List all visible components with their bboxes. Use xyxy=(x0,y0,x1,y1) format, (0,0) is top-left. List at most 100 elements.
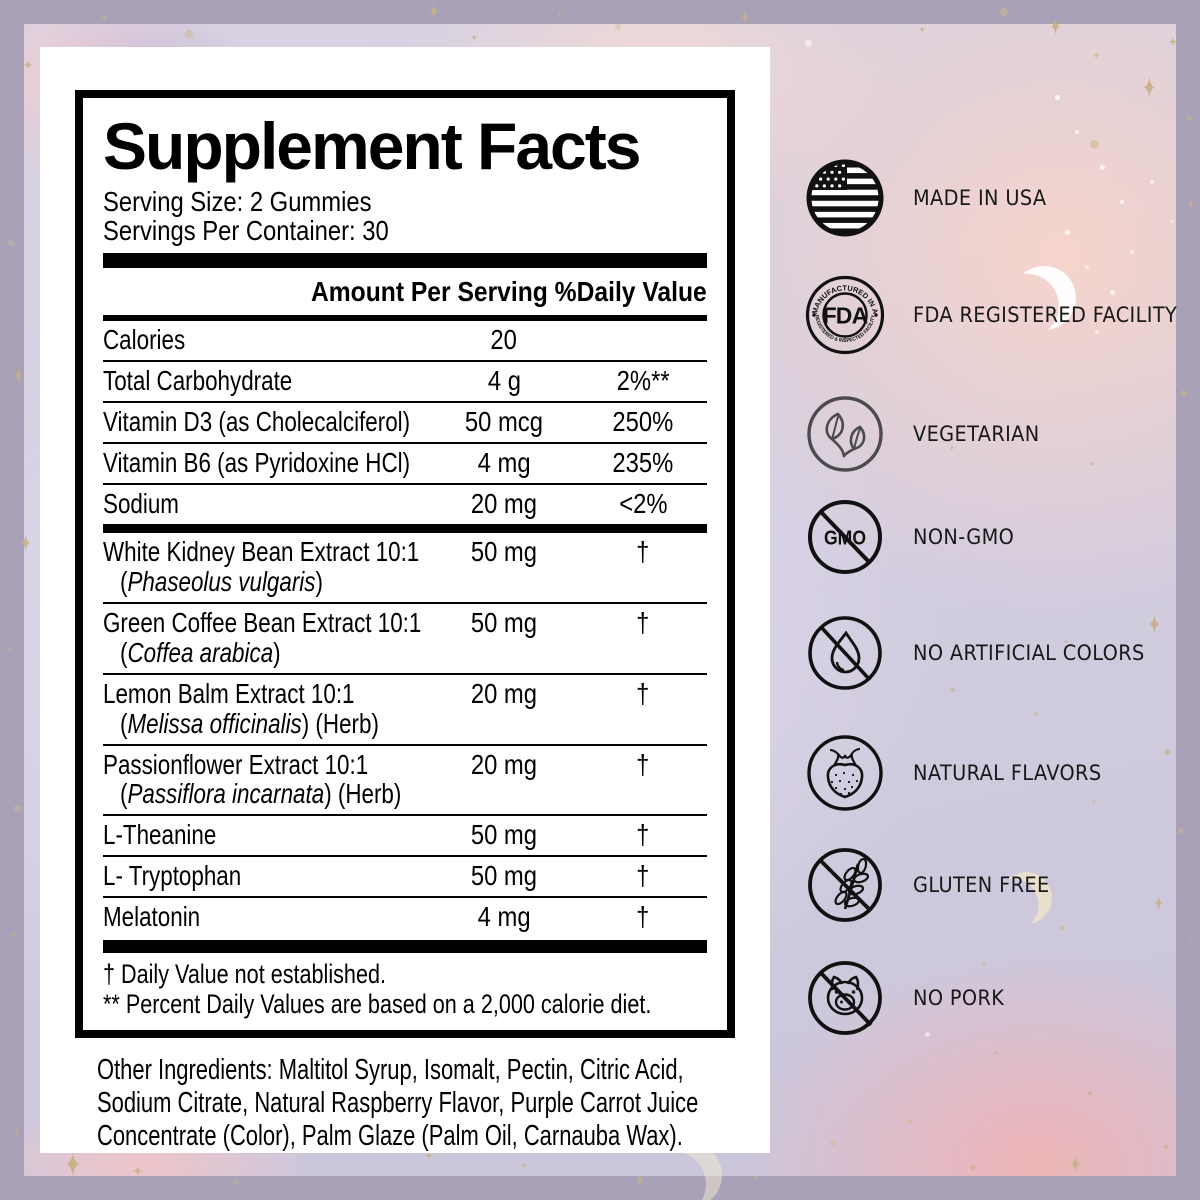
sparkle-star-icon: ✦ xyxy=(556,9,564,19)
sparkle-star-icon: ✦ xyxy=(10,929,19,940)
badge-label: GLUTEN FREE xyxy=(913,873,1050,897)
serving-size: Serving Size: 2 Gummies xyxy=(103,185,372,217)
badge-label: MADE IN USA xyxy=(913,186,1047,210)
sparkle-star-icon: ✦ xyxy=(1188,1026,1194,1033)
usa-flag-icon xyxy=(805,158,885,238)
sparkle-dot xyxy=(830,1140,836,1146)
svg-text:FDA: FDA xyxy=(823,303,868,329)
botanical-name: (Melissa officinalis) (Herb) xyxy=(120,707,379,739)
supplement-row: Calories 20 xyxy=(103,321,707,360)
row-amount: 4 mg xyxy=(477,446,531,478)
sparkle-star-icon: ✦ xyxy=(1086,1089,1095,1100)
badge-label: NO PORK xyxy=(913,986,1005,1010)
badge-label: NATURAL FLAVORS xyxy=(913,761,1102,785)
supplement-row: White Kidney Bean Extract 10:1 (Phaseolus… xyxy=(103,533,707,602)
row-name: L- Tryptophan xyxy=(103,860,242,892)
sparkle-star-icon: ✦ xyxy=(906,1117,915,1128)
sparkle-dot xyxy=(1000,8,1008,16)
sparkle-dot xyxy=(14,805,21,812)
sparkle-dot xyxy=(1120,200,1124,204)
sparkle-star-icon: ✦ xyxy=(1186,197,1197,211)
sparkle-star-icon: ✦ xyxy=(1142,69,1156,107)
row-daily-value: † xyxy=(636,677,650,709)
sparkle-dot xyxy=(1150,180,1154,184)
supplement-row: Melatonin 4 mg † xyxy=(103,896,707,937)
sparkle-star-icon: ✦ xyxy=(918,25,927,36)
sparkle-star-icon: ✦ xyxy=(1050,12,1061,42)
supplement-row: Sodium 20 mg <2% xyxy=(103,482,707,524)
sparkle-dot xyxy=(1060,300,1064,304)
row-daily-value: 235% xyxy=(612,446,674,478)
other-ingredients: Other Ingredients: Maltitol Syrup, Isoma… xyxy=(97,1053,699,1153)
natural-flavors-strawberry-icon xyxy=(805,733,885,813)
row-name: White Kidney Bean Extract 10:1 xyxy=(103,535,420,567)
badge-no-pork: NO PORK xyxy=(805,958,1012,1038)
badge-label: NON-GMO xyxy=(913,525,1015,549)
supplement-row: Green Coffee Bean Extract 10:1 (Coffea ar… xyxy=(103,601,707,673)
row-amount: 20 mg xyxy=(470,677,538,709)
sparkle-star-icon: ✦ xyxy=(232,1177,241,1188)
no-pork-icon xyxy=(805,958,885,1038)
row-amount: 4 g xyxy=(487,364,521,396)
badge-label: NO ARTIFICIAL COLORS xyxy=(913,641,1145,665)
sparkle-star-icon: ✦ xyxy=(428,0,439,26)
row-name: Lemon Balm Extract 10:1 xyxy=(103,677,355,709)
sparkle-star-icon: ✦ xyxy=(1178,385,1190,401)
botanical-name: (Passiflora incarnata) (Herb) xyxy=(120,778,402,810)
daily-value-header: %Daily Value xyxy=(554,276,707,308)
sparkle-dot xyxy=(1055,95,1060,100)
row-name: Passionflower Extract 10:1 xyxy=(103,748,369,780)
row-daily-value: 2%** xyxy=(616,364,670,396)
botanical-name: (Coffea arabica) xyxy=(120,636,281,668)
row-name: Vitamin D3 (as Cholecalciferol) xyxy=(103,405,411,437)
sparkle-star-icon: ✦ xyxy=(1188,935,1195,944)
sparkle-dot xyxy=(1130,250,1134,254)
supplement-row: Vitamin B6 (as Pyridoxine HCl) 4 mg 235% xyxy=(103,441,707,483)
sparkle-star-icon: ✦ xyxy=(740,5,750,29)
supplement-facts-card: Supplement Facts Serving Size: 2 Gummies… xyxy=(40,47,770,1153)
sparkle-star-icon: ✦ xyxy=(1032,709,1040,719)
sparkle-dot xyxy=(1090,140,1099,149)
row-amount: 20 xyxy=(490,324,518,356)
badge-label: VEGETARIAN xyxy=(913,422,1040,446)
row-amount: 50 mg xyxy=(470,819,538,851)
amount-header: Amount Per Serving xyxy=(311,276,549,308)
sparkle-dot xyxy=(1100,165,1105,170)
badge-natural-flavors: NATURAL FLAVORS xyxy=(805,733,1118,813)
sparkle-star-icon: ✦ xyxy=(1162,745,1173,760)
sparkle-star-icon: ✦ xyxy=(100,13,109,24)
supplement-row: Passionflower Extract 10:1 (Passiflora in… xyxy=(103,743,707,815)
footnote-percent: ** Percent Daily Values are based on a 2… xyxy=(103,988,652,1019)
supplement-row: L-Theanine 50 mg † xyxy=(103,814,707,855)
sparkle-star-icon: ✦ xyxy=(6,644,14,654)
nutrient-rows: Calories 20 Total Carbohydrate 4 g 2%** Vitam… xyxy=(103,321,707,937)
row-name: Green Coffee Bean Extract 10:1 xyxy=(103,606,422,638)
row-name: Vitamin B6 (as Pyridoxine HCl) xyxy=(103,446,411,478)
row-amount: 50 mg xyxy=(470,860,538,892)
row-daily-value: † xyxy=(636,860,650,892)
sparkle-star-icon: ✦ xyxy=(1070,1150,1081,1180)
sparkle-star-icon: ✦ xyxy=(992,1049,999,1058)
row-daily-value: † xyxy=(636,535,650,567)
gluten-free-icon xyxy=(805,845,885,925)
divider-bar xyxy=(103,940,707,954)
supplement-facts-panel: Supplement Facts Serving Size: 2 Gummies… xyxy=(75,90,735,1038)
supplement-row: Total Carbohydrate 4 g 2%** xyxy=(103,359,707,401)
sparkle-dot xyxy=(805,40,812,47)
divider-bar xyxy=(103,253,707,269)
footnote-dagger: † Daily Value not established. xyxy=(103,959,386,990)
column-headers: Amount Per Serving %Daily Value xyxy=(103,268,707,322)
sparkle-dot xyxy=(1110,290,1115,295)
badge-gluten-free: GLUTEN FREE xyxy=(805,845,1061,925)
badge-fda-registered-facility: MANUFACTURED IN A REGISTERED & INSPECTED… xyxy=(805,275,1200,355)
servings-per-container: Servings Per Container: 30 xyxy=(103,215,389,247)
sparkle-star-icon: ✦ xyxy=(1188,650,1194,657)
sparkle-star-icon: ✦ xyxy=(1184,468,1190,475)
row-name: Melatonin xyxy=(103,901,201,933)
sparkle-star-icon: ✦ xyxy=(470,33,479,44)
row-name: Total Carbohydrate xyxy=(103,364,293,396)
sparkle-star-icon: ✦ xyxy=(948,443,956,453)
sparkle-dot xyxy=(1095,330,1099,334)
sparkle-star-icon: ✦ xyxy=(1092,51,1101,62)
